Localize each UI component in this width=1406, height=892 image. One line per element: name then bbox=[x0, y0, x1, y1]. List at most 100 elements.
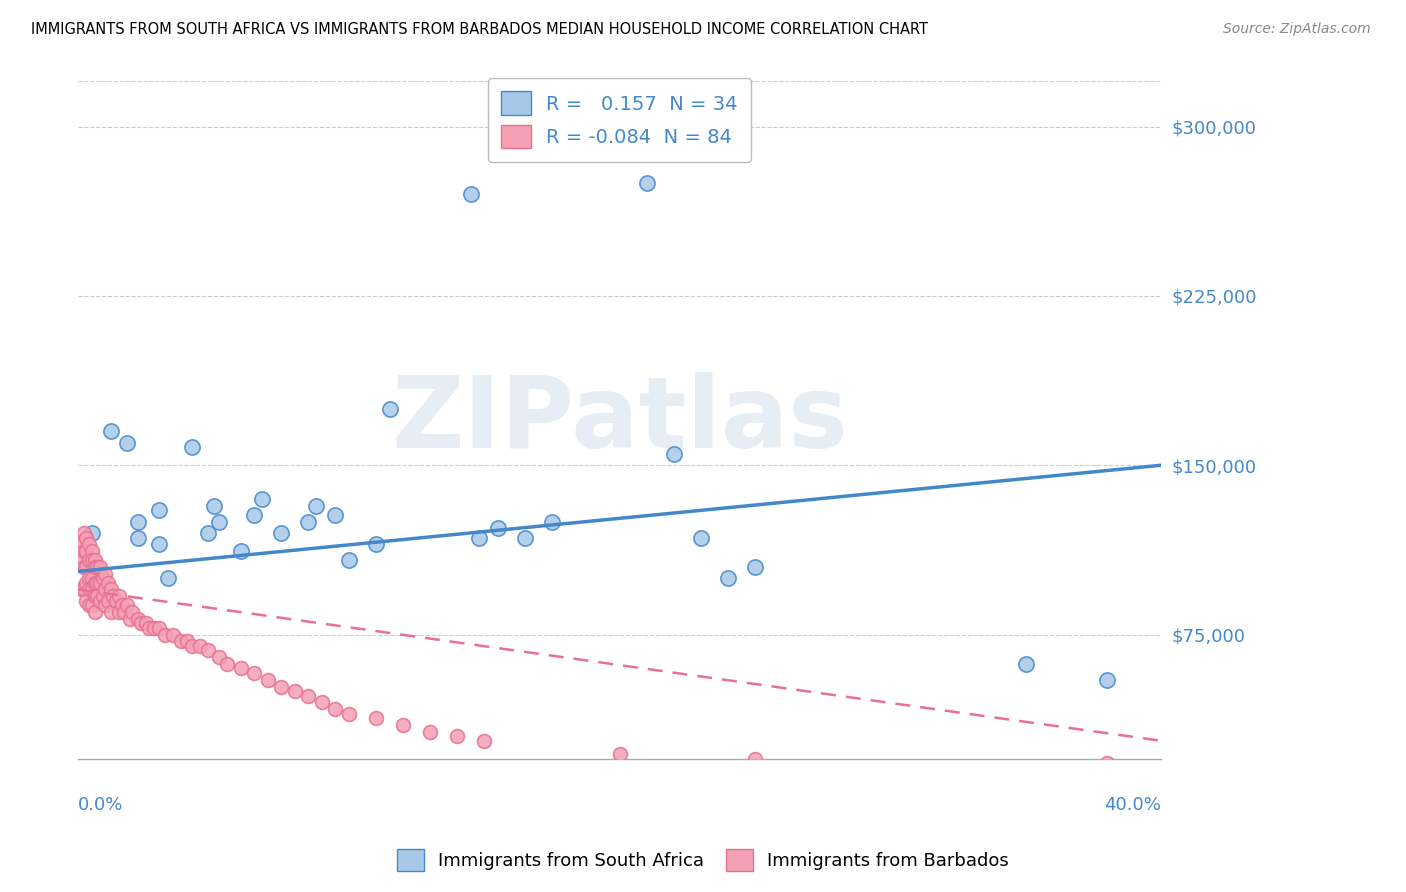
Point bbox=[1150, 763, 1173, 777]
Point bbox=[284, 684, 307, 698]
Point bbox=[80, 544, 103, 558]
Point bbox=[86, 589, 108, 603]
Point bbox=[744, 752, 766, 766]
Point bbox=[127, 515, 149, 529]
Point bbox=[80, 526, 103, 541]
Point bbox=[148, 537, 170, 551]
Point bbox=[129, 616, 152, 631]
Point bbox=[77, 582, 100, 597]
Point bbox=[75, 531, 97, 545]
Text: 40.0%: 40.0% bbox=[1104, 796, 1161, 814]
Point bbox=[217, 657, 239, 671]
Point bbox=[75, 544, 97, 558]
Text: ZIPatlas: ZIPatlas bbox=[391, 372, 848, 468]
Point bbox=[197, 643, 219, 657]
Point bbox=[176, 634, 198, 648]
Point bbox=[115, 599, 138, 613]
Point bbox=[305, 499, 328, 513]
Point bbox=[202, 499, 225, 513]
Text: Source: ZipAtlas.com: Source: ZipAtlas.com bbox=[1223, 22, 1371, 37]
Text: IMMIGRANTS FROM SOUTH AFRICA VS IMMIGRANTS FROM BARBADOS MEDIAN HOUSEHOLD INCOME: IMMIGRANTS FROM SOUTH AFRICA VS IMMIGRAN… bbox=[31, 22, 928, 37]
Point bbox=[77, 599, 100, 613]
Point bbox=[1014, 657, 1036, 671]
Point bbox=[118, 612, 141, 626]
Point bbox=[103, 589, 125, 603]
Point bbox=[143, 621, 166, 635]
Point bbox=[73, 526, 96, 541]
Point bbox=[311, 695, 333, 709]
Point bbox=[112, 605, 135, 619]
Point bbox=[89, 593, 111, 607]
Point bbox=[100, 605, 122, 619]
Point bbox=[77, 571, 100, 585]
Point bbox=[689, 531, 711, 545]
Legend: Immigrants from South Africa, Immigrants from Barbados: Immigrants from South Africa, Immigrants… bbox=[389, 842, 1017, 879]
Point bbox=[325, 702, 347, 716]
Point bbox=[181, 440, 204, 454]
Point bbox=[270, 526, 292, 541]
Point bbox=[229, 661, 252, 675]
Point bbox=[73, 544, 96, 558]
Point bbox=[121, 605, 143, 619]
Point bbox=[486, 521, 509, 535]
Point bbox=[243, 508, 266, 522]
Point bbox=[91, 589, 114, 603]
Point bbox=[270, 680, 292, 694]
Point bbox=[94, 566, 117, 581]
Point bbox=[468, 531, 491, 545]
Point bbox=[73, 582, 96, 597]
Point bbox=[100, 582, 122, 597]
Point bbox=[297, 689, 319, 703]
Point bbox=[75, 560, 97, 574]
Point bbox=[243, 665, 266, 680]
Point bbox=[89, 560, 111, 574]
Point bbox=[83, 575, 105, 590]
Point bbox=[460, 187, 482, 202]
Point bbox=[256, 673, 278, 687]
Point bbox=[80, 599, 103, 613]
Point bbox=[717, 571, 740, 585]
Point bbox=[148, 621, 170, 635]
Point bbox=[208, 515, 231, 529]
Point bbox=[325, 508, 347, 522]
Point bbox=[110, 599, 132, 613]
Point bbox=[83, 560, 105, 574]
Text: 0.0%: 0.0% bbox=[79, 796, 124, 814]
Point bbox=[83, 553, 105, 567]
Point bbox=[100, 425, 122, 439]
Point bbox=[541, 515, 564, 529]
Point bbox=[75, 593, 97, 607]
Point bbox=[181, 639, 204, 653]
Point bbox=[744, 560, 766, 574]
Point bbox=[77, 553, 100, 567]
Point bbox=[472, 733, 495, 747]
Point bbox=[446, 729, 468, 743]
Point bbox=[86, 575, 108, 590]
Point bbox=[127, 612, 149, 626]
Point bbox=[108, 605, 131, 619]
Point bbox=[170, 634, 193, 648]
Point bbox=[115, 435, 138, 450]
Point bbox=[153, 627, 176, 641]
Point bbox=[609, 747, 631, 762]
Point bbox=[89, 575, 111, 590]
Point bbox=[80, 553, 103, 567]
Point bbox=[188, 639, 211, 653]
Point bbox=[1095, 756, 1118, 771]
Point bbox=[337, 553, 360, 567]
Point bbox=[97, 593, 120, 607]
Point bbox=[97, 575, 120, 590]
Point bbox=[105, 593, 128, 607]
Point bbox=[80, 571, 103, 585]
Point bbox=[513, 531, 536, 545]
Point bbox=[138, 621, 160, 635]
Point bbox=[1095, 673, 1118, 687]
Point bbox=[252, 492, 274, 507]
Legend: R =   0.157  N = 34, R = -0.084  N = 84: R = 0.157 N = 34, R = -0.084 N = 84 bbox=[488, 78, 751, 162]
Point bbox=[297, 515, 319, 529]
Point bbox=[162, 627, 184, 641]
Point bbox=[419, 724, 441, 739]
Point bbox=[83, 589, 105, 603]
Point bbox=[636, 176, 658, 190]
Point bbox=[662, 447, 685, 461]
